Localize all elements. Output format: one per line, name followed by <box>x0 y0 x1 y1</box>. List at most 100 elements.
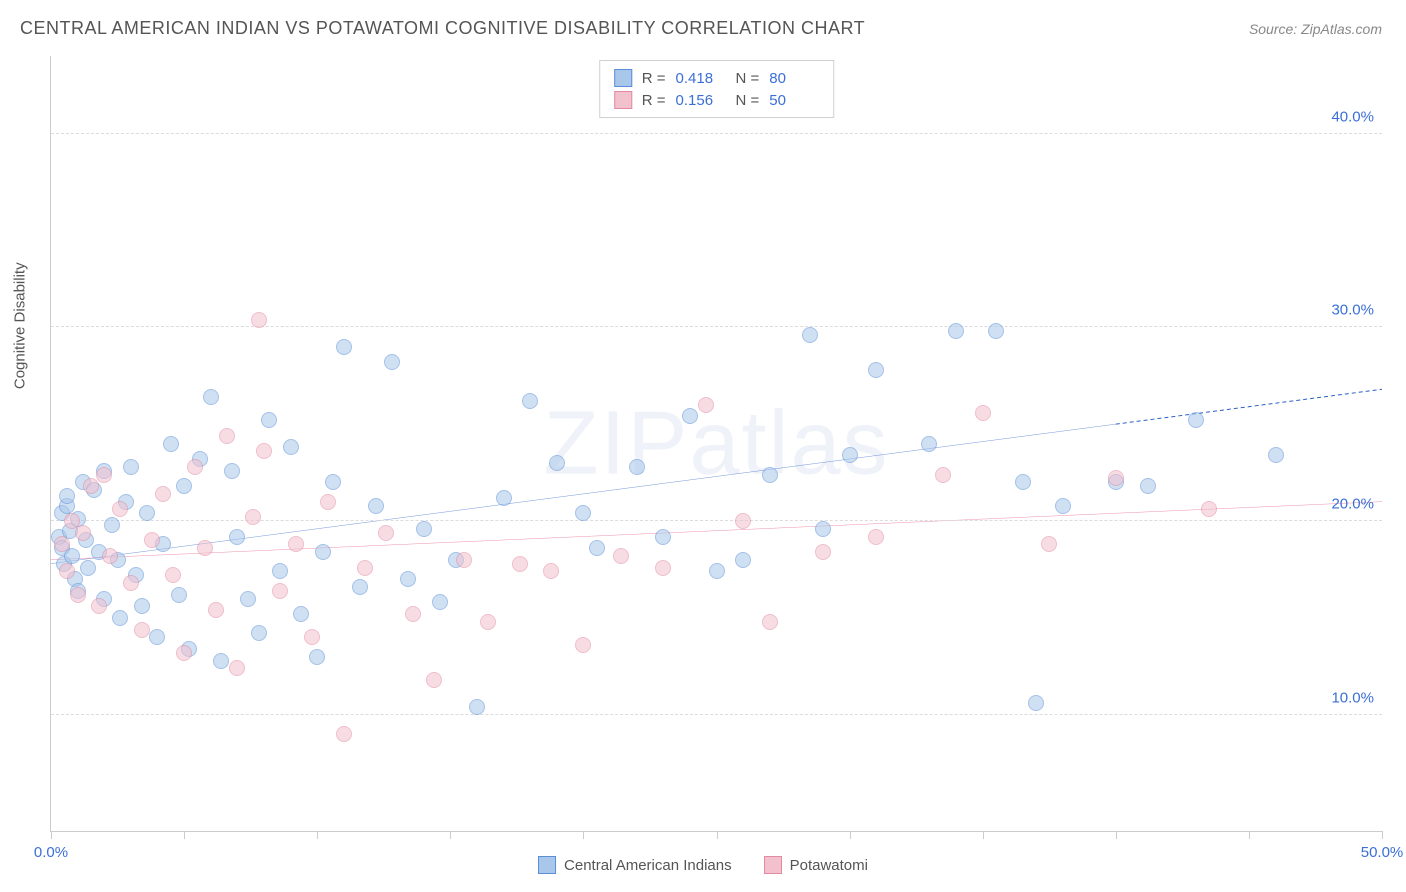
data-point <box>948 323 964 339</box>
data-point <box>102 548 118 564</box>
data-point <box>868 529 884 545</box>
legend-swatch <box>614 91 632 109</box>
y-tick-label: 30.0% <box>1331 302 1374 319</box>
data-point <box>400 571 416 587</box>
data-point <box>815 521 831 537</box>
chart-container: Cognitive Disability ZIPatlas R =0.418N … <box>50 56 1382 832</box>
data-point <box>149 629 165 645</box>
data-point <box>320 494 336 510</box>
data-point <box>589 540 605 556</box>
x-tick <box>184 831 185 839</box>
data-point <box>762 614 778 630</box>
data-point <box>1028 695 1044 711</box>
data-point <box>975 405 991 421</box>
data-point <box>629 459 645 475</box>
data-point <box>112 501 128 517</box>
data-point <box>469 699 485 715</box>
scatter-plot: ZIPatlas R =0.418N =80R =0.156N =50 10.0… <box>50 56 1382 832</box>
r-value: 0.156 <box>676 92 726 109</box>
data-point <box>868 362 884 378</box>
legend-swatch <box>614 69 632 87</box>
data-point <box>709 563 725 579</box>
data-point <box>309 649 325 665</box>
data-point <box>139 505 155 521</box>
data-point <box>336 726 352 742</box>
data-point <box>325 474 341 490</box>
series-name: Central American Indians <box>564 857 732 874</box>
data-point <box>655 560 671 576</box>
data-point <box>229 660 245 676</box>
data-point <box>522 393 538 409</box>
data-point <box>261 412 277 428</box>
x-tick-label: 0.0% <box>34 844 68 861</box>
data-point <box>368 498 384 514</box>
data-point <box>815 544 831 560</box>
n-value: 50 <box>769 92 819 109</box>
watermark-text: ZIPatlas <box>543 392 889 495</box>
data-point <box>1015 474 1031 490</box>
data-point <box>283 439 299 455</box>
x-tick <box>317 831 318 839</box>
r-label: R = <box>642 92 666 109</box>
data-point <box>1055 498 1071 514</box>
data-point <box>416 521 432 537</box>
data-point <box>104 517 120 533</box>
data-point <box>735 552 751 568</box>
data-point <box>480 614 496 630</box>
data-point <box>1140 478 1156 494</box>
r-value: 0.418 <box>676 70 726 87</box>
data-point <box>176 645 192 661</box>
data-point <box>921 436 937 452</box>
x-tick-label: 50.0% <box>1361 844 1404 861</box>
data-point <box>144 532 160 548</box>
data-point <box>176 478 192 494</box>
data-point <box>1108 470 1124 486</box>
x-tick <box>1116 831 1117 839</box>
data-point <box>357 560 373 576</box>
data-point <box>251 625 267 641</box>
data-point <box>134 622 150 638</box>
data-point <box>575 505 591 521</box>
gridline <box>51 133 1382 134</box>
gridline <box>51 714 1382 715</box>
data-point <box>352 579 368 595</box>
data-point <box>224 463 240 479</box>
data-point <box>163 436 179 452</box>
data-point <box>575 637 591 653</box>
data-point <box>426 672 442 688</box>
data-point <box>1188 412 1204 428</box>
data-point <box>842 447 858 463</box>
data-point <box>187 459 203 475</box>
correlation-stats-legend: R =0.418N =80R =0.156N =50 <box>599 60 835 118</box>
data-point <box>304 629 320 645</box>
data-point <box>272 563 288 579</box>
data-point <box>735 513 751 529</box>
data-point <box>96 467 112 483</box>
data-point <box>80 560 96 576</box>
data-point <box>1201 501 1217 517</box>
data-point <box>251 312 267 328</box>
series-name: Potawatomi <box>790 857 868 874</box>
data-point <box>336 339 352 355</box>
x-tick <box>51 831 52 839</box>
y-tick-label: 40.0% <box>1331 108 1374 125</box>
legend-item: Potawatomi <box>764 856 868 874</box>
data-point <box>1268 447 1284 463</box>
x-tick <box>850 831 851 839</box>
data-point <box>456 552 472 568</box>
data-point <box>802 327 818 343</box>
data-point <box>405 606 421 622</box>
source-attribution: Source: ZipAtlas.com <box>1249 21 1382 37</box>
data-point <box>698 397 714 413</box>
x-tick <box>1382 831 1383 839</box>
data-point <box>70 587 86 603</box>
data-point <box>54 536 70 552</box>
data-point <box>112 610 128 626</box>
trend-line-extrapolated <box>1116 389 1382 424</box>
data-point <box>496 490 512 506</box>
trend-lines-layer <box>51 56 1382 831</box>
data-point <box>245 509 261 525</box>
data-point <box>288 536 304 552</box>
legend-swatch <box>538 856 556 874</box>
data-point <box>123 575 139 591</box>
